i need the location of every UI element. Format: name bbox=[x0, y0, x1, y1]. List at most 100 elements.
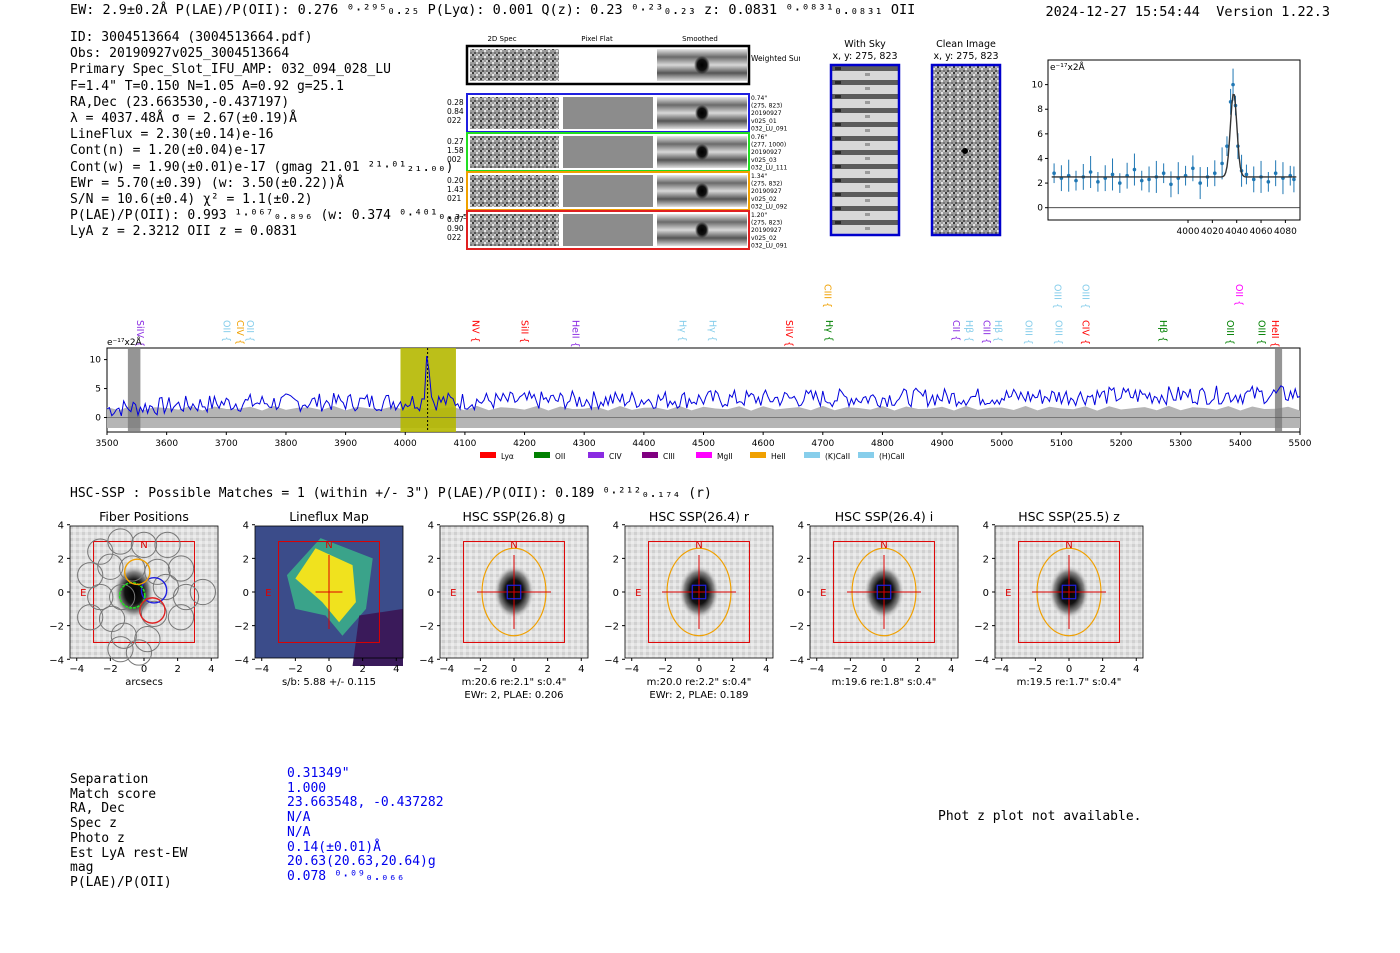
spectrum-ytick-label: 5 bbox=[95, 385, 101, 395]
spectral-line-label: Hβ { bbox=[1157, 320, 1168, 342]
spectrum-xtick-label: 5400 bbox=[1229, 439, 1252, 449]
hsc-panel-caption: arcsecs bbox=[125, 677, 163, 688]
fiber-fourth bbox=[139, 597, 166, 624]
spectral-line-label: SiII { bbox=[519, 320, 530, 343]
cutout-row-stat: 0.90 bbox=[447, 224, 464, 233]
fit-data-point bbox=[1132, 167, 1137, 172]
spectral-line-label: OIII { bbox=[1079, 284, 1090, 309]
match-label: Match score bbox=[70, 786, 157, 802]
compass-north: N bbox=[695, 540, 702, 551]
spectrum-xtick-label: 4100 bbox=[453, 439, 476, 449]
fiber-circle bbox=[167, 555, 195, 582]
compass-east: E bbox=[80, 588, 86, 599]
hsc-xtick-label: 0 bbox=[881, 664, 887, 675]
weighted-2dspec bbox=[470, 49, 559, 81]
cutout-row-info: (275, 823) bbox=[751, 103, 782, 110]
cutout-row-stat: 0.28 bbox=[447, 98, 464, 107]
spectral-line-label: Hβ { bbox=[963, 320, 974, 342]
cutout-row-stat: 022 bbox=[447, 116, 462, 125]
fit-data-point bbox=[1231, 82, 1235, 87]
spectral-line-label: Hγ { bbox=[823, 320, 834, 342]
aperture-box bbox=[278, 541, 380, 643]
spectrum-ytick-label: 0 bbox=[95, 414, 101, 424]
spectrum-ytick-label: 10 bbox=[90, 356, 102, 366]
fiber-circle bbox=[77, 604, 104, 631]
fiber-circle bbox=[154, 531, 181, 559]
cutout-header-2dspec: 2D Spec bbox=[487, 35, 516, 43]
detail-line: EWr = 5.70(±0.39) (w: 3.50(±0.22))Å bbox=[70, 175, 344, 191]
compass-east: E bbox=[820, 588, 826, 599]
fit-ytick-label: 6 bbox=[1037, 130, 1043, 140]
hsc-ytick-label: 4 bbox=[58, 521, 64, 532]
spectrum-xtick-label: 4200 bbox=[513, 439, 536, 449]
match-label: mag bbox=[70, 860, 94, 876]
with-sky-title: With Sky bbox=[844, 39, 886, 50]
spectral-line-label: Hγ { bbox=[706, 320, 717, 342]
hsc-ytick-label: −4 bbox=[49, 655, 64, 666]
hsc-xtick-label: 2 bbox=[729, 664, 735, 675]
fit-data-point bbox=[1096, 180, 1100, 184]
match-value: 0.078 ⁰·⁰⁹₀.₀₆₆ bbox=[287, 868, 405, 884]
hsc-ytick-label: −2 bbox=[789, 622, 804, 633]
cutout-pixelflat bbox=[563, 97, 653, 129]
spectral-line-label: HeII { bbox=[569, 320, 580, 348]
cutout-row-info: 032_LU_091 bbox=[751, 125, 788, 132]
fit-axes-frame bbox=[1047, 59, 1301, 221]
cutout-row-stat: 0.84 bbox=[447, 107, 464, 116]
spectral-line-label: OIII { bbox=[1023, 320, 1034, 345]
hsc-ytick-label: 4 bbox=[983, 521, 989, 532]
hsc-xtick-label: 0 bbox=[141, 664, 147, 675]
cutout-row-stat: 0.27 bbox=[447, 137, 464, 146]
target-box bbox=[1061, 584, 1077, 600]
hsc-xtick-label: 2 bbox=[544, 664, 550, 675]
weighted-line-blob bbox=[694, 56, 710, 74]
cutout-row-info: 20190927 bbox=[751, 227, 782, 234]
fit-ytick-label: 0 bbox=[1037, 204, 1043, 214]
fit-data-point bbox=[1088, 170, 1093, 174]
cutout-header-pixelflat: Pixel Flat bbox=[581, 35, 613, 43]
fit-ytick-label: 10 bbox=[1032, 81, 1044, 91]
hsc-xtick-label: 0 bbox=[696, 664, 702, 675]
match-value: 23.663548, -0.437282 bbox=[287, 795, 444, 811]
spectral-line-label: Hγ { bbox=[677, 320, 688, 342]
compass-north: N bbox=[1065, 540, 1072, 551]
hsc-ytick-label: −2 bbox=[49, 622, 64, 633]
fit-ylabel: e⁻¹⁷x2Å bbox=[1050, 61, 1086, 73]
legend-swatch bbox=[480, 452, 496, 458]
hsc-xtick-label: 4 bbox=[578, 664, 584, 675]
spectrum-xtick-label: 4700 bbox=[811, 439, 834, 449]
hsc-panel-caption: m:19.5 re:1.7" s:0.4" bbox=[1017, 677, 1122, 688]
weighted-sum-label: Weighted Sum bbox=[751, 54, 800, 63]
hsc-ytick-label: −2 bbox=[234, 622, 249, 633]
hsc-ytick-label: 2 bbox=[243, 554, 249, 565]
spectral-line-label: CIV { bbox=[1079, 320, 1090, 345]
fit-xtick-label: 4080 bbox=[1274, 227, 1297, 237]
fit-xtick-label: 4000 bbox=[1177, 227, 1200, 237]
cutout-row-info: 1.20" bbox=[751, 212, 767, 219]
fiber-third bbox=[123, 558, 151, 586]
hsc-xtick-label: −4 bbox=[994, 664, 1009, 675]
cutout-2dspec bbox=[470, 214, 559, 246]
hsc-xtick-label: −2 bbox=[103, 664, 118, 675]
cutout-line-blob bbox=[695, 183, 709, 199]
detail-line: S/N = 10.6(±0.4) χ² = 1.1(±0.2) bbox=[70, 192, 313, 208]
spectrum-xtick-label: 5500 bbox=[1289, 439, 1312, 449]
spectral-line-label: OIII { bbox=[1051, 284, 1062, 309]
fiber-circle bbox=[125, 639, 153, 666]
cutout-pixelflat bbox=[563, 136, 653, 168]
spectral-line-label: CIII { bbox=[980, 320, 991, 344]
match-label: Spec z bbox=[70, 816, 117, 832]
target-box bbox=[876, 584, 892, 600]
fit-data-point bbox=[1074, 178, 1078, 183]
cutout-row-info: 20190927 bbox=[751, 188, 782, 195]
sky-images: With Sky x, y: 275, 823 Clean Image x, y… bbox=[829, 39, 1002, 237]
hsc-xtick-label: 4 bbox=[948, 664, 954, 675]
match-labels: Separation Match score RA, Dec Spec z Ph… bbox=[70, 772, 187, 891]
hsc-panel-caption-2: EWr: 2, PLAE: 0.206 bbox=[464, 690, 563, 701]
compass-north: N bbox=[140, 540, 147, 551]
legend-swatch bbox=[588, 452, 604, 458]
hsc-panel-title: HSC SSP(26.4) i bbox=[835, 509, 933, 524]
hsc-xtick-label: 2 bbox=[174, 664, 180, 675]
hsc-xtick-label: 2 bbox=[1099, 664, 1105, 675]
compass-north: N bbox=[325, 540, 332, 551]
